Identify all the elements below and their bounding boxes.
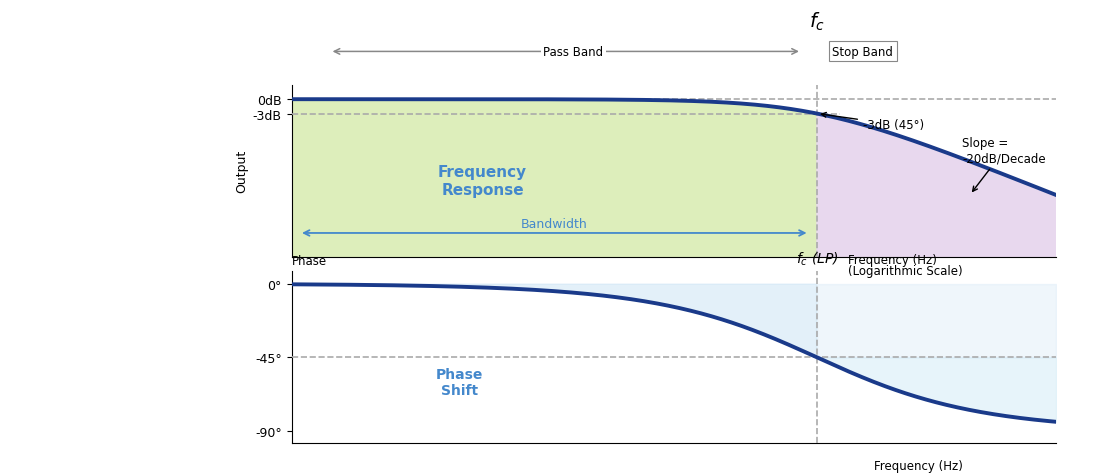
Text: Frequency (Hz): Frequency (Hz) [848, 253, 936, 266]
Text: Frequency (Hz): Frequency (Hz) [874, 459, 962, 472]
Text: Slope =
-20dB/Decade: Slope = -20dB/Decade [962, 137, 1046, 192]
Text: $f_c$: $f_c$ [808, 11, 825, 33]
Text: $f_c$ (LP): $f_c$ (LP) [795, 250, 838, 268]
Text: $\frac{Vout}{Vin}$: $\frac{Vout}{Vin}$ [208, 0, 234, 3]
Text: Phase: Phase [292, 255, 327, 268]
Text: (Logarithmic Scale): (Logarithmic Scale) [848, 265, 962, 278]
Y-axis label: Output: Output [235, 150, 249, 193]
Polygon shape [817, 114, 1056, 258]
Text: Bandwidth: Bandwidth [521, 218, 587, 230]
Polygon shape [292, 100, 817, 258]
Text: Frequency
Response: Frequency Response [438, 165, 527, 197]
Text: -3dB (45°): -3dB (45°) [822, 113, 924, 131]
Text: Pass Band: Pass Band [543, 46, 604, 59]
Text: Stop Band: Stop Band [833, 46, 893, 59]
Text: Phase
Shift: Phase Shift [436, 367, 483, 397]
